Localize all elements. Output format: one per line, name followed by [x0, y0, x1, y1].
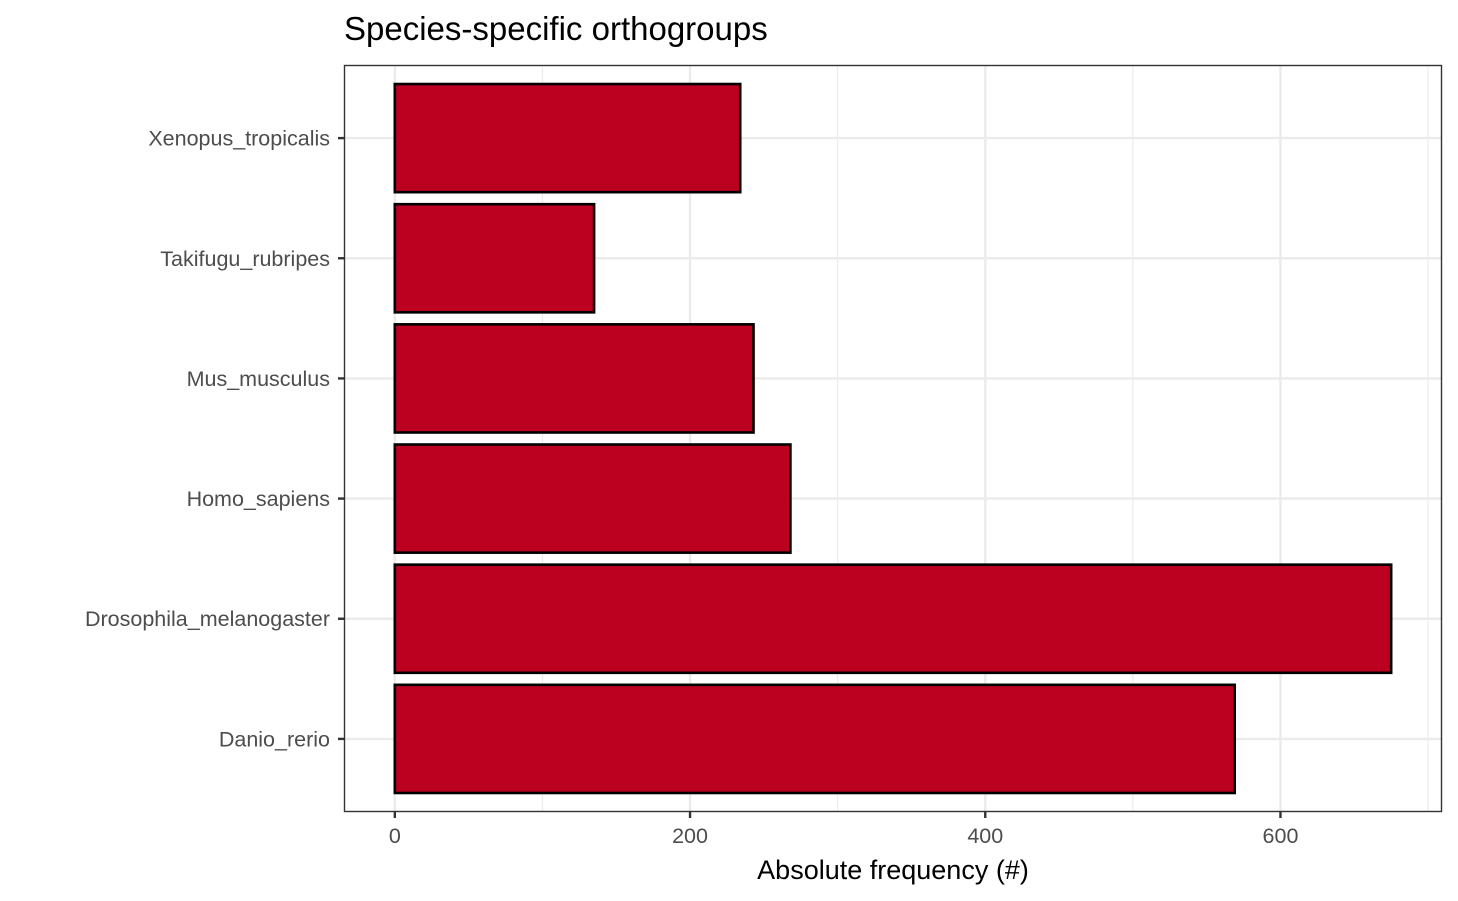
bar-danio-rerio [393, 683, 1237, 795]
x-tick-label: 400 [967, 824, 1003, 848]
bar-drosophila-melanogaster [393, 563, 1393, 675]
chart-title: Species-specific orthogroups [344, 10, 768, 47]
bars [393, 82, 1393, 795]
x-tick-label: 200 [672, 824, 708, 848]
y-tick-label: Xenopus_tropicalis [148, 127, 330, 151]
x-tick-label: 0 [389, 824, 401, 848]
y-tick-label: Danio_rerio [219, 727, 330, 751]
y-tick-label: Homo_sapiens [187, 487, 330, 511]
bar-mus-musculus [393, 323, 755, 434]
axes: Danio_rerio Drosophila_melanogaster Homo_s… [85, 127, 1298, 848]
bar-homo-sapiens [393, 443, 792, 554]
y-tick-label: Mus_musculus [187, 367, 330, 391]
x-axis-label: Absolute frequency (#) [757, 855, 1029, 885]
bar-takifugu-rubripes [393, 202, 596, 314]
y-tick-label: Takifugu_rubripes [160, 247, 330, 271]
bar-xenopus-tropicalis [393, 82, 742, 194]
x-tick-label: 600 [1263, 824, 1299, 848]
panel-border [343, 64, 1443, 813]
y-tick-label: Drosophila_melanogaster [85, 607, 330, 631]
